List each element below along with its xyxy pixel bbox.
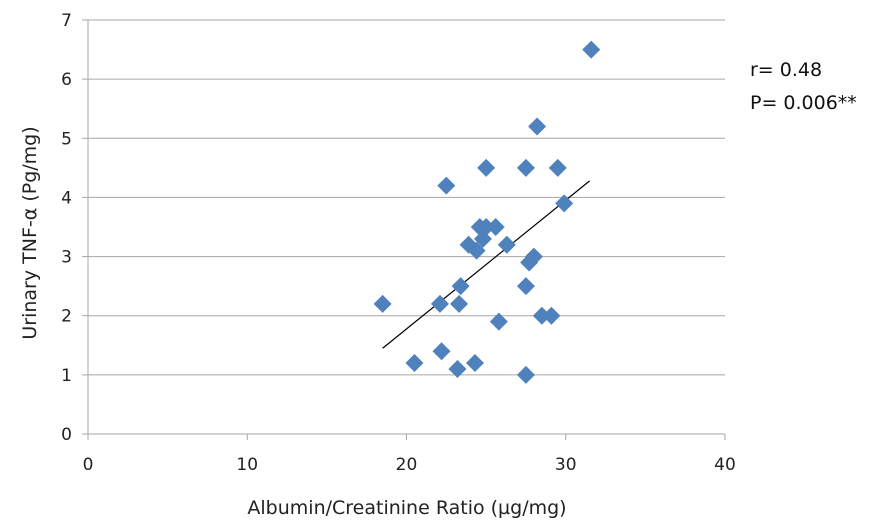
data-point-1 [528, 117, 547, 136]
data-point-21 [532, 306, 551, 325]
x-tick-label-4: 40 [714, 455, 736, 475]
data-points [373, 40, 601, 384]
axes [82, 19, 726, 440]
data-point-26 [465, 354, 484, 373]
data-point-20 [450, 294, 469, 313]
data-point-22 [542, 306, 561, 325]
data-point-15 [520, 253, 539, 272]
data-point-24 [432, 342, 451, 361]
data-point-19 [430, 294, 449, 313]
trendline [382, 180, 591, 349]
y-tick-label-2: 2 [61, 307, 72, 327]
correlation-annotation: r= 0.48 [750, 59, 822, 81]
data-point-23 [489, 312, 508, 331]
y-tick-label-6: 6 [61, 70, 72, 90]
data-point-27 [448, 359, 467, 378]
data-point-18 [373, 294, 392, 313]
tick-labels: 0 1 2 3 4 5 6 7 0 10 20 30 40 [61, 11, 736, 475]
x-tick-label-2: 20 [396, 455, 418, 475]
data-point-13 [467, 241, 486, 260]
x-tick-label-0: 0 [83, 455, 94, 475]
y-tick-label-7: 7 [61, 11, 72, 31]
y-tick-label-0: 0 [61, 425, 72, 445]
data-point-6 [555, 194, 574, 213]
data-point-12 [497, 235, 516, 254]
data-point-25 [405, 354, 424, 373]
y-tick-label-3: 3 [61, 248, 72, 268]
data-point-5 [437, 176, 456, 195]
p-value-annotation: P= 0.006** [750, 92, 857, 114]
x-tick-label-1: 10 [236, 455, 258, 475]
y-axis-title: Urinary TNF-α (Pg/mg) [19, 126, 41, 339]
trendline-group [382, 180, 591, 349]
y-tick-label-1: 1 [61, 366, 72, 386]
data-point-17 [516, 277, 535, 296]
data-point-28 [516, 365, 535, 384]
gridlines [88, 19, 725, 376]
data-point-16 [451, 277, 470, 296]
data-point-3 [516, 158, 535, 177]
y-tick-label-5: 5 [61, 129, 72, 149]
data-point-2 [477, 158, 496, 177]
x-axis-title: Albumin/Creatinine Ratio (µg/mg) [247, 497, 566, 519]
x-tick-label-3: 30 [555, 455, 577, 475]
data-point-10 [473, 229, 492, 248]
data-point-0 [582, 40, 601, 59]
data-point-9 [486, 218, 505, 236]
y-tick-label-4: 4 [61, 188, 72, 208]
data-point-4 [548, 158, 567, 177]
